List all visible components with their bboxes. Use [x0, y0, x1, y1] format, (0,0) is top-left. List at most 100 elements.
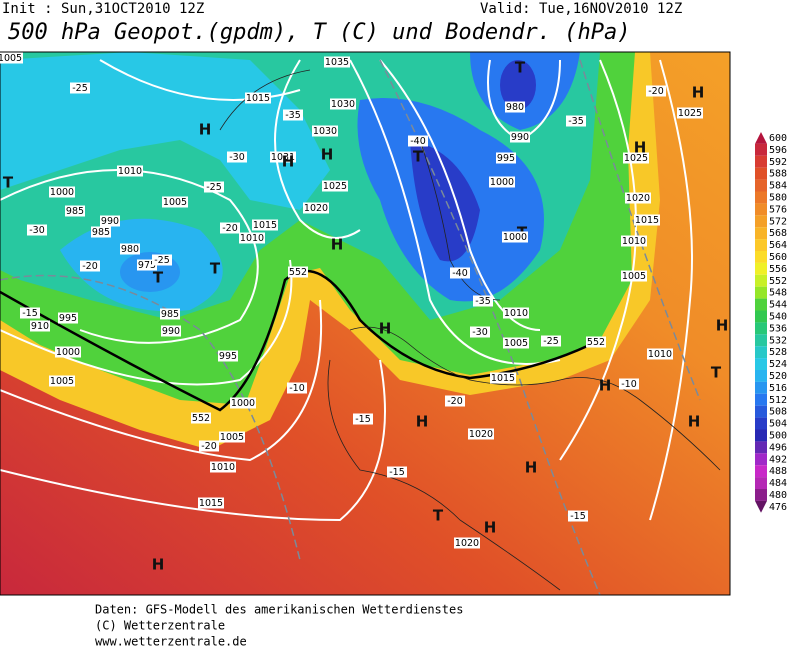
colorbar-cell — [755, 346, 767, 359]
colorbar-label: 504 — [769, 419, 787, 430]
label-box — [191, 412, 211, 424]
colorbar-cap — [755, 132, 767, 144]
label-box — [91, 226, 111, 238]
colorbar-label: 492 — [769, 454, 787, 465]
pressure-center: T — [711, 364, 722, 382]
contour-label: -25 — [154, 255, 170, 266]
contour-label: 1020 — [304, 203, 328, 214]
colorbar-cell — [755, 381, 767, 394]
label-box — [65, 205, 85, 217]
contour-label: 980 — [121, 244, 139, 255]
label-box — [568, 510, 588, 522]
pressure-center: H — [152, 556, 165, 574]
label-box — [646, 85, 666, 97]
pressure-center: H — [688, 413, 701, 431]
colorbar-cell — [755, 322, 767, 335]
colorbar-label: 580 — [769, 192, 787, 203]
contour-label: -30 — [472, 327, 488, 338]
contour-label: -20 — [447, 396, 463, 407]
colorbar-cell — [755, 370, 767, 382]
contour-label: 990 — [162, 326, 180, 337]
label-box — [503, 307, 529, 319]
colorbar-cell — [755, 215, 767, 228]
label-box — [152, 254, 172, 266]
label-box — [239, 232, 265, 244]
contour-label: 1010 — [211, 462, 235, 473]
pressure-center: T — [433, 507, 444, 525]
colorbar-label: 512 — [769, 395, 787, 406]
colorbar-label: 596 — [769, 145, 787, 156]
colorbar-cell — [755, 227, 767, 240]
contour-label: 1015 — [246, 93, 270, 104]
contour-label: 990 — [511, 132, 529, 143]
label-box — [117, 165, 143, 177]
pressure-center: H — [379, 320, 392, 338]
contour-label: -10 — [621, 379, 637, 390]
colorbar-cell — [755, 465, 767, 478]
colorbar-label: 520 — [769, 371, 787, 382]
label-box — [230, 397, 256, 409]
pressure-center: T — [153, 269, 164, 287]
colorbar-label: 544 — [769, 300, 787, 311]
contour-label: -20 — [82, 261, 98, 272]
colorbar-cell — [755, 286, 767, 299]
contour-label: 1015 — [635, 215, 659, 226]
contour-label: 552 — [192, 413, 210, 424]
colorbar-label: 552 — [769, 276, 787, 287]
contour-label: 990 — [101, 216, 119, 227]
label-box — [30, 320, 50, 332]
colorbar-label: 516 — [769, 383, 787, 394]
colorbar-cell — [755, 417, 767, 430]
contour-label: 995 — [497, 153, 515, 164]
label-box — [621, 270, 647, 282]
contour-label: 1005 — [220, 432, 244, 443]
label-box — [387, 466, 407, 478]
label-box — [252, 219, 278, 231]
label-box — [566, 115, 586, 127]
contour-label: 1005 — [622, 271, 646, 282]
colorbar-label: 484 — [769, 478, 787, 489]
isobars — [0, 59, 693, 522]
colorbar-label: 528 — [769, 347, 787, 358]
pressure-center: H — [321, 146, 334, 164]
contour-label: 1020 — [469, 429, 493, 440]
map-area — [0, 52, 730, 595]
colorbar-label: 576 — [769, 204, 787, 215]
contour-label: -20 — [222, 223, 238, 234]
contour-label: 985 — [161, 309, 179, 320]
label-box — [0, 52, 23, 64]
colorbar-label: 476 — [769, 502, 787, 513]
colorbar-label: 556 — [769, 264, 787, 275]
label-box — [503, 337, 529, 349]
colorbar-label: 536 — [769, 323, 787, 334]
contour-label: -15 — [389, 467, 405, 478]
label-box — [677, 107, 703, 119]
contour-label: -40 — [410, 136, 426, 147]
colorbar-cell — [755, 143, 767, 156]
contour-label: -30 — [229, 152, 245, 163]
colorbar-label: 600 — [769, 133, 787, 144]
label-box — [621, 235, 647, 247]
pressure-center: H — [599, 377, 612, 395]
contour-label: -15 — [355, 414, 371, 425]
label-box — [634, 214, 660, 226]
contour-label: 1010 — [504, 308, 528, 319]
label-box — [303, 202, 329, 214]
label-box — [489, 176, 515, 188]
pressure-center: T — [515, 59, 526, 77]
label-box — [287, 382, 307, 394]
label-box — [218, 350, 238, 362]
label-box — [454, 537, 480, 549]
coastlines — [219, 69, 721, 591]
contour-label: 552 — [289, 267, 307, 278]
contour-label: 1030 — [331, 99, 355, 110]
colorbar-cell — [755, 429, 767, 442]
colorbar-cell — [755, 334, 767, 347]
map-frame — [0, 51, 731, 596]
contour-label: 1000 — [56, 347, 80, 358]
pressure-center: H — [525, 459, 538, 477]
colorbar-cell — [755, 251, 767, 263]
label-box — [162, 196, 188, 208]
